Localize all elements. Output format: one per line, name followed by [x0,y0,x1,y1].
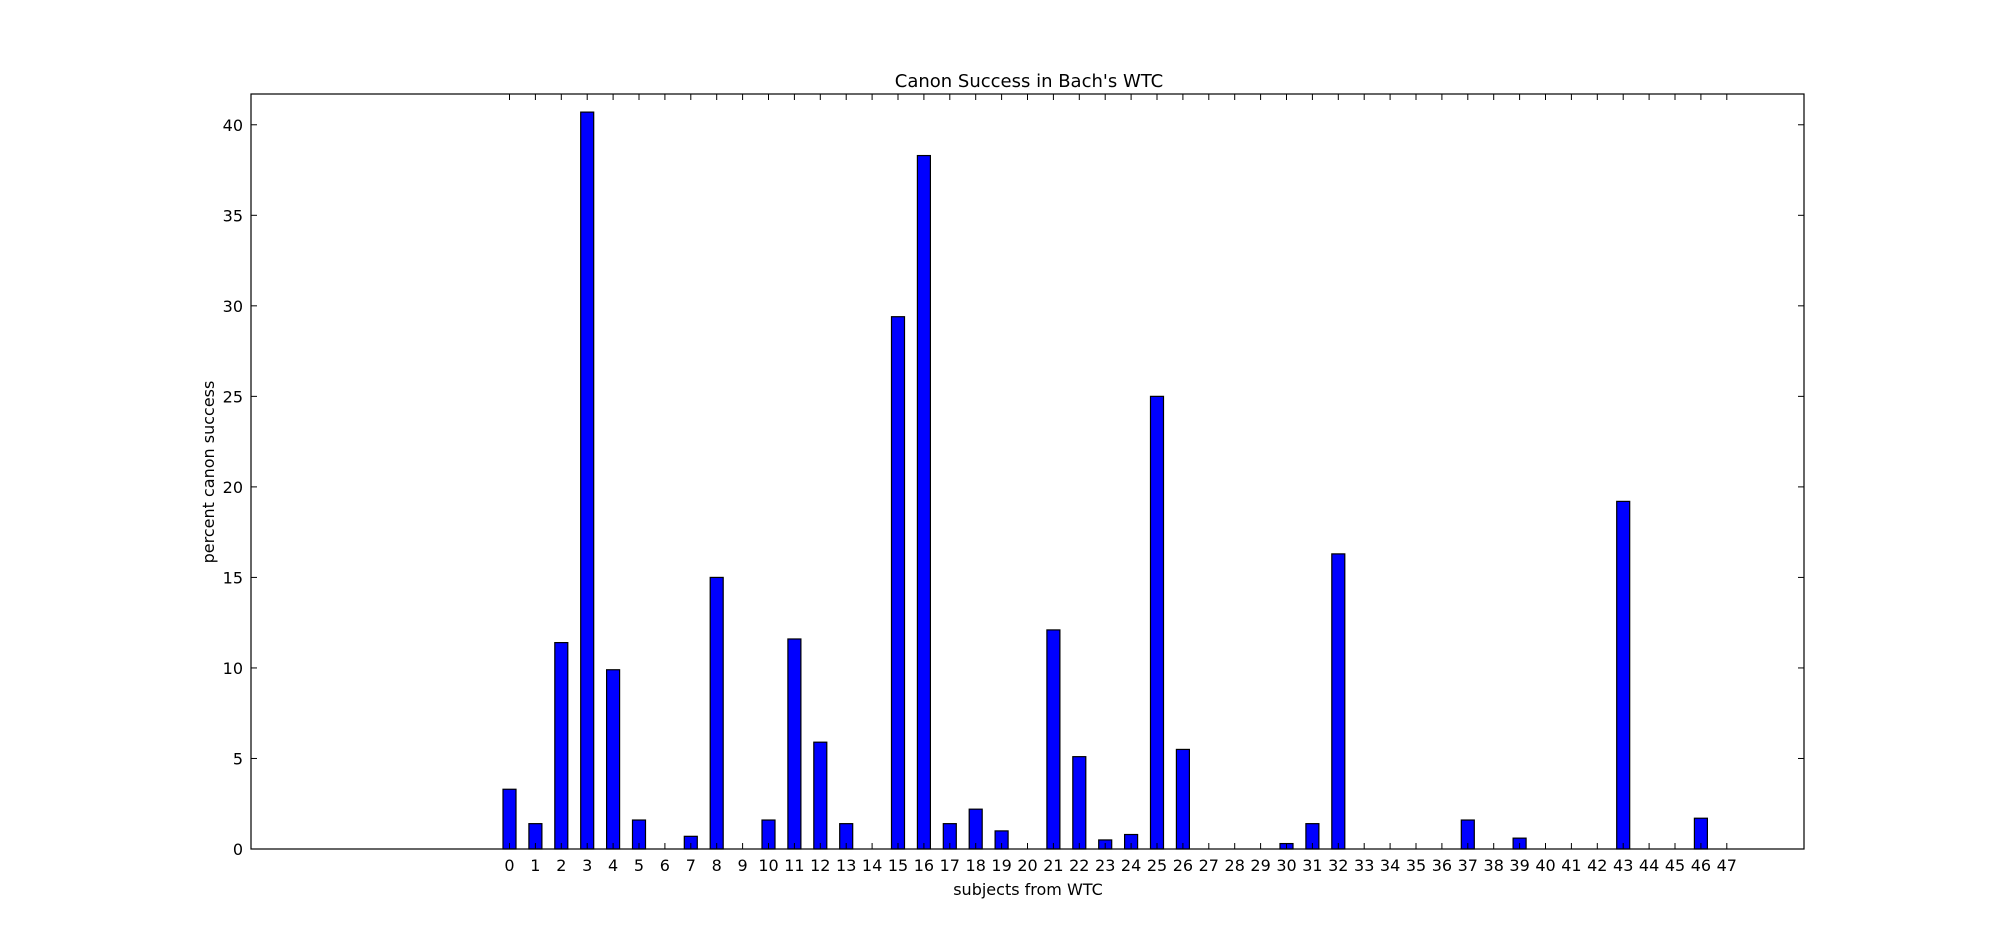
bar-12 [813,741,828,850]
x-tick-label-1: 1 [530,856,540,875]
x-axis-ticks: 0 1 2 3 4 5 6 7 8 9 10 11 12 13 14 15 16 17 18 19 20 21 22 23 24… [504,94,1737,875]
bar-2 [554,641,569,850]
x-tick-label-39: 39 [1509,856,1529,875]
x-tick-label-29: 29 [1250,856,1270,875]
x-tick-label-35: 35 [1406,856,1426,875]
x-tick-label-9: 9 [738,856,748,875]
bar-15 [890,316,906,850]
bar-0 [502,788,517,850]
x-tick-label-18: 18 [966,856,986,875]
x-tick-label-43: 43 [1613,856,1633,875]
x-tick-label-41: 41 [1561,856,1581,875]
x-tick-label-27: 27 [1199,856,1219,875]
x-tick-label-4: 4 [608,856,618,875]
x-tick-label-34: 34 [1380,856,1400,875]
x-tick-label-17: 17 [940,856,960,875]
x-tick-label-40: 40 [1535,856,1555,875]
x-tick-label-11: 11 [784,856,804,875]
y-tick-label-40: 40 [223,116,243,135]
y-tick-label-35: 35 [223,206,243,225]
y-tick-label-30: 30 [223,297,243,316]
bar-11 [787,638,802,850]
bar-32 [1331,553,1346,850]
x-tick-label-13: 13 [836,856,856,875]
x-axis-label: subjects from WTC [953,880,1103,899]
bar-3 [580,111,595,850]
y-tick-label-25: 25 [223,387,243,406]
bars-layer [502,111,1709,850]
bar-4 [605,669,621,850]
y-tick-label-20: 20 [223,478,243,497]
x-tick-label-23: 23 [1095,856,1115,875]
x-tick-label-25: 25 [1147,856,1167,875]
x-tick-label-22: 22 [1069,856,1089,875]
x-tick-label-14: 14 [862,856,882,875]
x-tick-label-46: 46 [1691,856,1711,875]
x-tick-label-21: 21 [1043,856,1063,875]
x-tick-label-26: 26 [1173,856,1193,875]
chart-title: Canon Success in Bach's WTC [895,71,1164,92]
y-tick-label-5: 5 [233,749,243,768]
x-tick-label-8: 8 [712,856,722,875]
x-tick-label-15: 15 [888,856,908,875]
bar-25 [1149,395,1165,850]
bar-16 [916,154,932,850]
y-axis-label: percent canon success [199,381,218,564]
x-tick-label-28: 28 [1225,856,1245,875]
y-tick-label-15: 15 [223,568,243,587]
x-tick-label-38: 38 [1484,856,1504,875]
x-tick-label-3: 3 [582,856,592,875]
bar-21 [1046,629,1061,850]
x-tick-label-44: 44 [1639,856,1659,875]
x-tick-label-32: 32 [1328,856,1348,875]
plot-frame [250,93,1805,850]
x-tick-label-10: 10 [758,856,778,875]
x-tick-label-45: 45 [1665,856,1685,875]
x-tick-label-30: 30 [1276,856,1296,875]
bar-26 [1175,748,1191,850]
x-tick-label-12: 12 [810,856,830,875]
y-tick-label-10: 10 [223,659,243,678]
x-tick-label-42: 42 [1587,856,1607,875]
bar-22 [1072,756,1087,850]
x-tick-label-20: 20 [1017,856,1037,875]
x-tick-label-37: 37 [1458,856,1478,875]
x-tick-label-0: 0 [504,856,514,875]
y-axis-ticks: 0 5 10 15 20 25 30 35 40 [223,116,1804,859]
x-tick-label-33: 33 [1354,856,1374,875]
x-tick-label-24: 24 [1121,856,1141,875]
x-tick-label-7: 7 [686,856,696,875]
x-tick-label-36: 36 [1432,856,1452,875]
x-tick-label-47: 47 [1717,856,1737,875]
x-tick-label-16: 16 [914,856,934,875]
x-tick-label-31: 31 [1302,856,1322,875]
x-tick-label-2: 2 [556,856,566,875]
bar-43 [1616,500,1631,850]
bar-8 [709,576,724,850]
x-tick-label-19: 19 [991,856,1011,875]
y-tick-label-0: 0 [233,840,243,859]
x-tick-label-5: 5 [634,856,644,875]
x-tick-label-6: 6 [660,856,670,875]
